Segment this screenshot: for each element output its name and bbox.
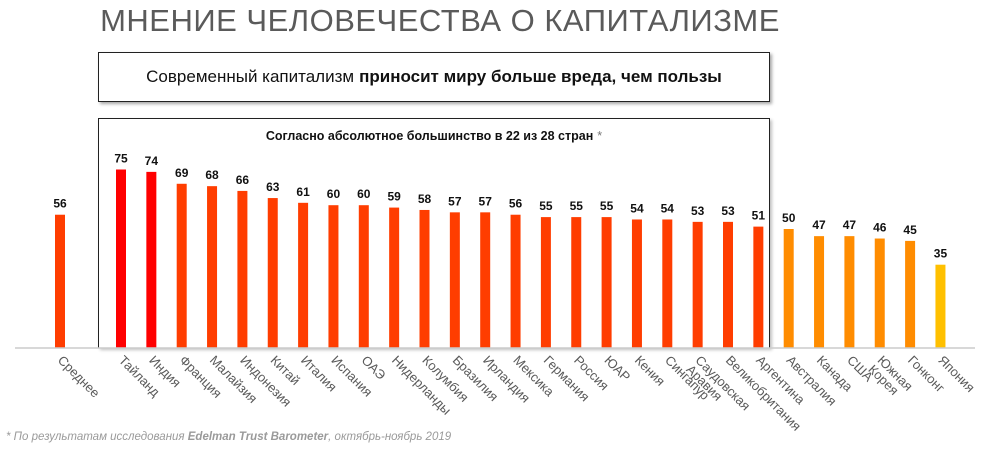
- bar-россия: [571, 217, 582, 348]
- bar-тайланд: [116, 169, 126, 348]
- bar-великобритания: [723, 221, 733, 348]
- bar-оаэ: [358, 205, 369, 348]
- bars-group: [55, 169, 946, 348]
- value-label-нидерланды: 59: [387, 190, 401, 204]
- bar-южная-корея: [874, 238, 885, 348]
- bar-япония: [935, 264, 946, 348]
- value-label-австралия: 50: [782, 211, 796, 225]
- footnote-source: Edelman Trust Barometer: [187, 431, 329, 443]
- value-label-италия: 61: [296, 185, 310, 199]
- value-labels-group: 56 75 74 69 68 66 63 61 60 60 59 58 57 57 56 55 55 55 54 54…: [53, 152, 947, 261]
- bar-индонезия: [237, 190, 248, 348]
- value-label-китай: 63: [266, 180, 280, 194]
- value-label-канада: 47: [812, 218, 826, 232]
- value-label-сша: 47: [843, 218, 857, 232]
- bar-малайзия: [207, 186, 218, 348]
- bar-китай: [267, 198, 278, 348]
- value-label-индия: 74: [145, 154, 159, 168]
- bar-среднее: [55, 214, 65, 348]
- bar-индия: [146, 171, 157, 348]
- headline-box: Современный капитализм приносит миру бол…: [98, 52, 770, 102]
- majority-text: Согласно абсолютное большинство в 22 из …: [265, 129, 594, 143]
- bar-италия: [298, 202, 309, 348]
- bar-нидерланды: [389, 207, 400, 348]
- majority-box: Согласно абсолютное большинство в 22 из …: [98, 118, 770, 348]
- bar-мексика: [510, 214, 521, 348]
- value-label-среднее: 56: [53, 197, 67, 211]
- bar-бразилия: [449, 212, 460, 348]
- majority-marker: *: [597, 129, 603, 143]
- bar-юар: [601, 217, 612, 348]
- category-labels-group: Среднее ТайландИндияФранцияМалайзияИндоне…: [55, 353, 978, 434]
- bar-германия: [540, 217, 551, 348]
- value-label-ирландия: 57: [479, 194, 493, 208]
- bar-кения: [631, 219, 642, 348]
- bar-франция: [176, 183, 187, 348]
- value-label-саудовская-аравия: 53: [691, 204, 705, 218]
- value-label-кения: 54: [630, 201, 644, 215]
- value-label-сингапур: 54: [661, 201, 675, 215]
- bar-испания: [328, 205, 339, 348]
- value-label-индонезия: 66: [236, 173, 250, 187]
- value-label-юар: 55: [600, 199, 614, 213]
- value-label-германия: 55: [539, 199, 553, 213]
- bar-колумбия: [419, 209, 430, 348]
- headline-emphasis: приносит миру больше вреда, чем пользы: [359, 67, 722, 86]
- footnote-prefix: * По результатам исследования: [6, 431, 185, 443]
- value-label-гонконг: 45: [903, 223, 917, 237]
- bar-ирландия: [480, 212, 491, 348]
- value-label-оаэ: 60: [357, 187, 371, 201]
- category-label-кения: Кения: [632, 353, 668, 389]
- value-label-тайланд: 75: [114, 152, 128, 166]
- value-label-испания: 60: [327, 187, 341, 201]
- value-label-колумбия: 58: [418, 192, 432, 206]
- bar-аргентина: [753, 226, 764, 348]
- value-label-великобритания: 53: [721, 204, 735, 218]
- bar-саудовская-аравия: [692, 221, 703, 348]
- majority-caption: Согласно абсолютное большинство в 22 из …: [99, 129, 769, 143]
- bar-канада: [814, 236, 825, 348]
- value-label-бразилия: 57: [448, 194, 462, 208]
- headline-prefix: Современный капитализм: [146, 67, 355, 86]
- value-label-аргентина: 51: [752, 209, 766, 223]
- bar-гонконг: [905, 240, 916, 348]
- bar-сша: [844, 236, 855, 348]
- bar-австралия: [783, 229, 794, 348]
- value-label-малайзия: 68: [205, 168, 219, 182]
- value-label-россия: 55: [570, 199, 584, 213]
- value-label-южная-корея: 46: [873, 221, 887, 235]
- value-label-япония: 35: [934, 247, 948, 261]
- value-label-мексика: 56: [509, 197, 523, 211]
- footnote: * По результатам исследования Edelman Tr…: [6, 431, 451, 443]
- value-label-франция: 69: [175, 166, 189, 180]
- bar-сингапур: [662, 219, 673, 348]
- category-label-среднее: Среднее: [55, 353, 103, 401]
- footnote-suffix: , октябрь-ноябрь 2019: [328, 431, 452, 443]
- page-title: МНЕНИЕ ЧЕЛОВЕЧЕСТВА О КАПИТАЛИЗМЕ: [100, 3, 780, 38]
